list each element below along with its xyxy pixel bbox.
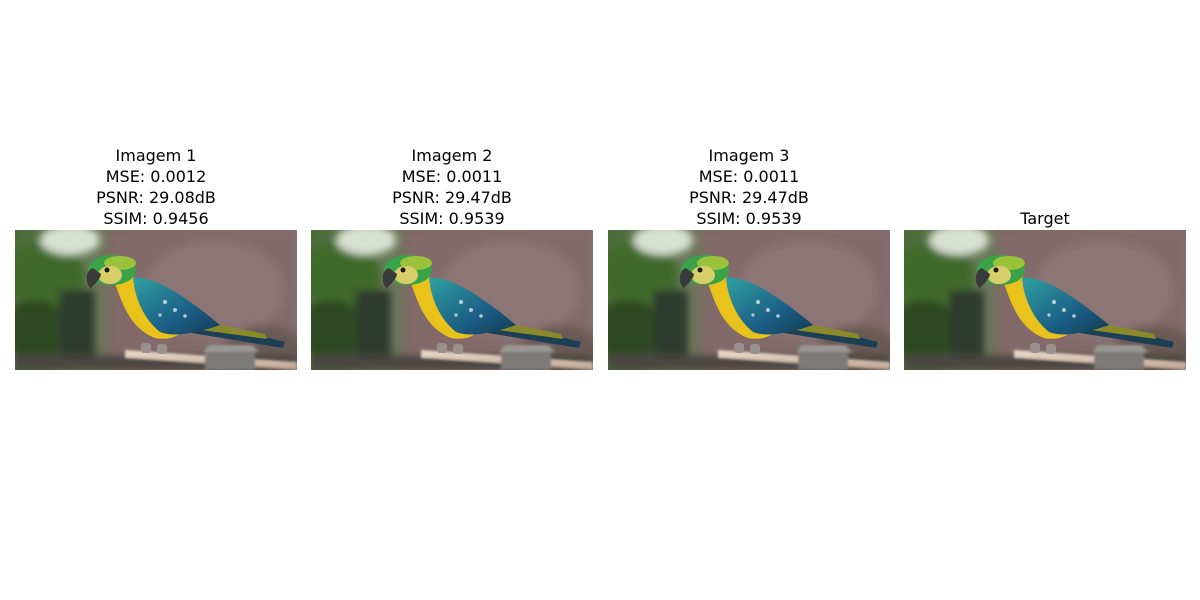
panel-title-line: Imagem 2 [411,146,493,165]
panel-title: Target [904,208,1186,229]
psnr-value: PSNR: 29.47dB [689,188,809,207]
panel-title-line: Imagem 1 [115,146,197,165]
parrot-image [311,230,593,370]
mse-value: MSE: 0.0011 [698,167,800,186]
parrot-image [15,230,297,370]
parrot-image [608,230,890,370]
ssim-value: SSIM: 0.9539 [399,209,505,228]
mse-value: MSE: 0.0011 [401,167,503,186]
ssim-value: SSIM: 0.9456 [103,209,209,228]
psnr-value: PSNR: 29.08dB [96,188,216,207]
psnr-value: PSNR: 29.47dB [392,188,512,207]
panel-title: Imagem 2 MSE: 0.0011 PSNR: 29.47dB SSIM:… [311,145,593,229]
ssim-value: SSIM: 0.9539 [696,209,802,228]
panel-title: Imagem 3 MSE: 0.0011 PSNR: 29.47dB SSIM:… [608,145,890,229]
mse-value: MSE: 0.0012 [105,167,207,186]
panel-imagem-2: Imagem 2 MSE: 0.0011 PSNR: 29.47dB SSIM:… [311,0,593,600]
panel-title-line: Imagem 3 [708,146,790,165]
parrot-image [904,230,1186,370]
panel-title: Imagem 1 MSE: 0.0012 PSNR: 29.08dB SSIM:… [15,145,297,229]
panel-imagem-3: Imagem 3 MSE: 0.0011 PSNR: 29.47dB SSIM:… [608,0,890,600]
panel-target: Target [904,0,1186,600]
panel-imagem-1: Imagem 1 MSE: 0.0012 PSNR: 29.08dB SSIM:… [15,0,297,600]
panel-title-line: Target [1020,209,1070,228]
